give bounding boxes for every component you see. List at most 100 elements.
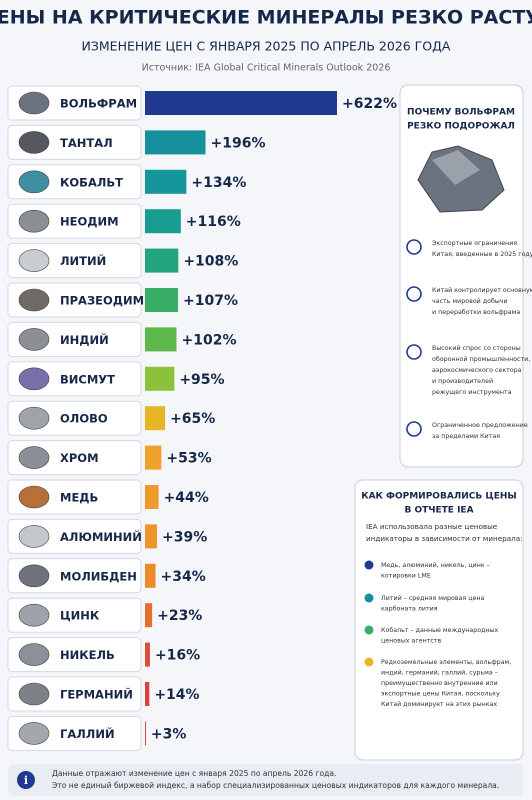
mineral-icon	[18, 249, 50, 272]
tungsten-highlight	[432, 150, 480, 185]
mineral-icon	[18, 722, 50, 745]
mineral-icon	[18, 209, 50, 233]
value-label: +3%	[151, 726, 187, 742]
value-label: +44%	[164, 490, 209, 506]
panel-item-text: преимущественно внутренние или	[381, 680, 498, 687]
category-label: ЛИТИЙ	[60, 253, 106, 268]
bar	[145, 485, 159, 509]
category-label: ПРАЗЕОДИМ	[60, 294, 144, 308]
panel-item-text: оборонной промышленности,	[432, 355, 530, 363]
panel-item-text: экспортные цены Китая, поскольку	[381, 691, 500, 698]
panel-title: РЕЗКО ПОДОРОЖАЛ	[407, 122, 515, 132]
panel-why	[399, 84, 524, 468]
panel-how	[354, 479, 524, 761]
mineral-icon	[18, 170, 50, 194]
panel-item-text: индий, германий, галлий, сурьма –	[381, 669, 498, 677]
value-label: +116%	[186, 214, 241, 230]
panel-item-text: котировки LME	[381, 573, 431, 580]
info-glyph: i	[24, 774, 28, 787]
mineral-icon	[18, 367, 50, 391]
value-label: +196%	[211, 135, 266, 151]
bar	[145, 130, 206, 155]
mineral-icon	[18, 328, 50, 351]
bar	[145, 603, 153, 628]
source: Источник: IEA Global Critical Minerals O…	[142, 63, 391, 74]
panel-title: КАК ФОРМИРОВАЛИСЬ ЦЕНЫ	[361, 492, 517, 502]
chart-subtitle: ИЗМЕНЕНИЕ ЦЕН С ЯНВАРЯ 2025 ПО АПРЕЛЬ 20…	[82, 39, 451, 54]
bar	[145, 288, 179, 312]
panel-item-text: за пределами Китая	[432, 433, 500, 440]
bar	[145, 682, 150, 706]
mineral-icon	[18, 446, 50, 469]
bar	[145, 445, 162, 470]
panel-item-text: Кобальт – данные международных	[381, 626, 499, 634]
panel-item-text: Редкоземельные элементы, вольфрам,	[381, 659, 511, 666]
mineral-icon	[18, 91, 50, 115]
panel-item-text: Китай контролирует основную	[432, 286, 532, 294]
panel-item-text: карбоната лития	[381, 605, 438, 613]
footer-text: Данные отражают изменение цен с января 2…	[52, 769, 336, 778]
info-icon	[17, 771, 35, 789]
category-label: ВИСМУТ	[60, 372, 115, 386]
value-label: +34%	[160, 569, 205, 585]
panel-item-text: Высокий спрос со стороны	[432, 344, 521, 352]
category-label: ХРОМ	[60, 451, 99, 465]
panel-title: В ОТЧЕТЕ IEA	[404, 506, 473, 516]
legend-dot	[364, 625, 374, 635]
item-icon	[406, 344, 422, 360]
legend-dot	[364, 560, 374, 570]
bar	[145, 563, 156, 588]
panel-item-text: и производителей	[432, 377, 493, 385]
footer-box	[8, 764, 523, 796]
panel-item-text: Медь, алюминий, никель, цинк –	[381, 561, 490, 569]
item-icon	[406, 421, 422, 437]
mineral-icon	[18, 406, 50, 430]
category-label: НИКЕЛЬ	[60, 648, 115, 662]
category-label: ТАНТАЛ	[60, 136, 113, 150]
mineral-icon	[18, 525, 50, 548]
panel-item-text: ценовых агентств	[381, 638, 441, 645]
footer-text: Это не единый биржевой индекс, а набор с…	[52, 781, 499, 790]
mineral-icon	[18, 131, 50, 154]
panel-item-text: Китай доминирует на этих рынках	[381, 700, 497, 708]
category-label: ЦИНК	[60, 609, 100, 623]
value-label: +39%	[162, 529, 207, 545]
bar	[145, 248, 179, 273]
chart-title: ЦЕНЫ НА КРИТИЧЕСКИЕ МИНЕРАЛЫ РЕЗКО РАСТУ…	[0, 7, 532, 29]
panel-item-text: Ограниченное предложение	[432, 422, 528, 429]
bar	[145, 642, 150, 667]
legend-dot	[364, 657, 374, 667]
bar	[145, 327, 177, 352]
category-label: МЕДЬ	[60, 491, 98, 505]
value-label: +65%	[170, 411, 215, 427]
bar	[145, 209, 181, 234]
value-label: +102%	[181, 332, 236, 348]
item-icon	[406, 239, 422, 255]
mineral-icon	[18, 603, 50, 627]
category-label: АЛЮМИНИЙ	[60, 529, 142, 544]
bar	[145, 91, 337, 115]
panel-item-text: режущего инструмента	[432, 389, 512, 396]
mineral-icon	[18, 288, 50, 312]
value-label: +14%	[154, 687, 199, 703]
value-label: +107%	[183, 293, 238, 309]
category-label: КОБАЛЬТ	[60, 175, 123, 189]
panel-item-text: аэрокосмического сектора	[432, 367, 522, 374]
bar	[145, 406, 166, 431]
mineral-icon	[18, 564, 50, 588]
bar	[145, 524, 158, 549]
value-label: +23%	[157, 608, 202, 624]
category-label: ГАЛЛИЙ	[60, 726, 115, 741]
bar	[145, 169, 187, 194]
panel-item-text: Китая, введенные в 2025 году	[432, 251, 532, 258]
value-label: +134%	[191, 175, 246, 191]
value-label: +95%	[179, 372, 224, 388]
value-label: +622%	[342, 96, 397, 112]
value-label: +16%	[155, 648, 200, 664]
category-label: ВОЛЬФРАМ	[60, 97, 137, 111]
category-label: НЕОДИМ	[60, 215, 119, 229]
value-label: +53%	[166, 451, 211, 467]
mineral-icon	[18, 485, 50, 509]
bar	[145, 721, 146, 746]
